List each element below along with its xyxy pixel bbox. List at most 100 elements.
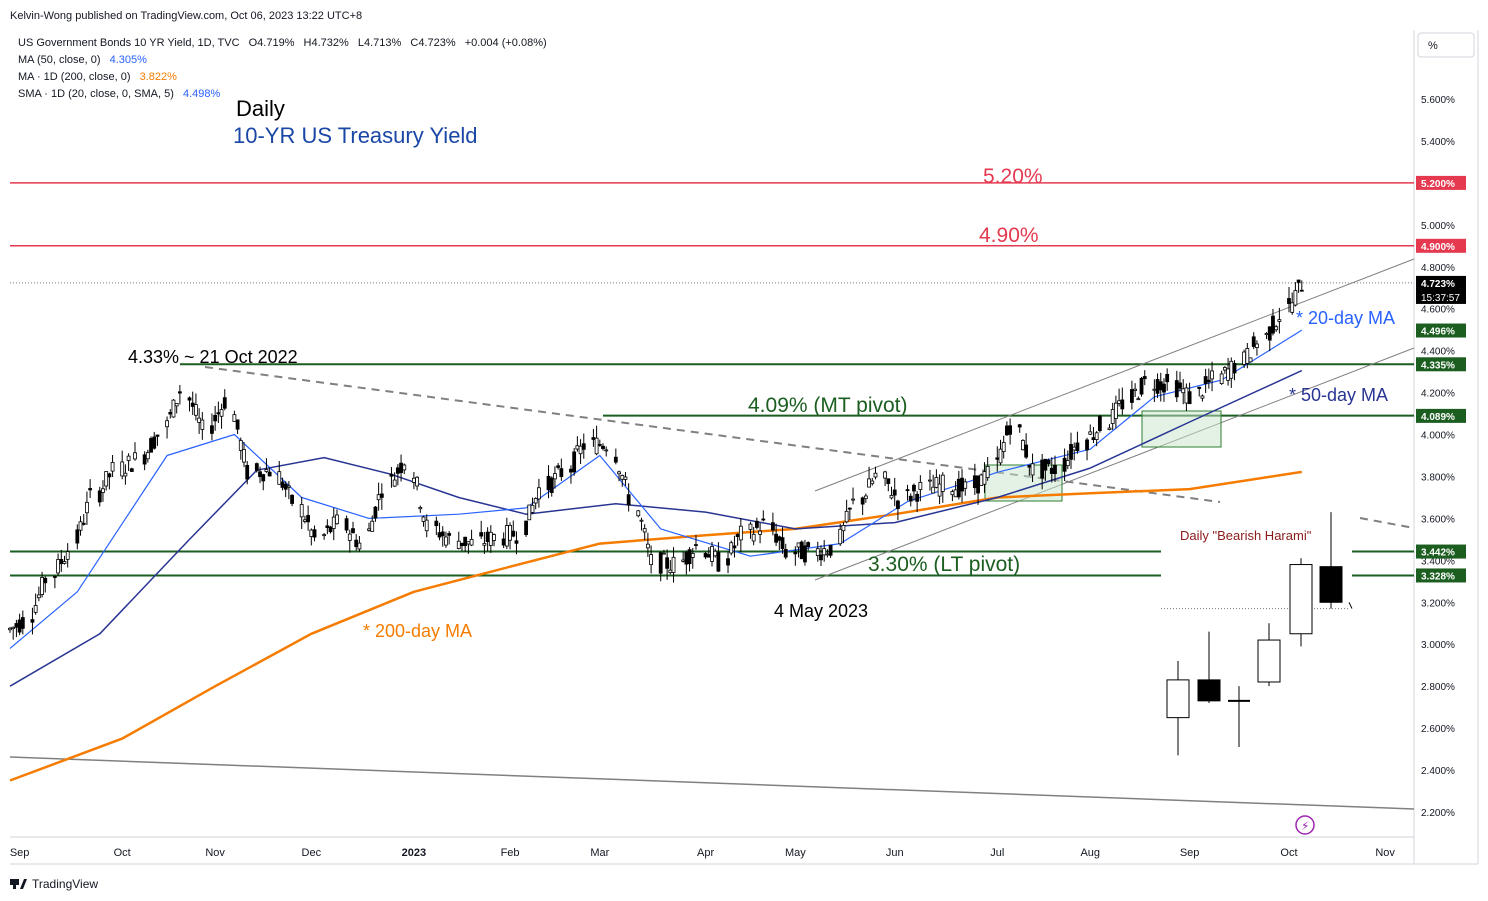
candle-body-184	[828, 544, 833, 556]
candle-body-289	[1299, 289, 1304, 292]
candle-body-39	[177, 391, 182, 394]
candle-body-143	[645, 543, 650, 549]
candle-body-145	[658, 552, 663, 574]
candle-body-217	[979, 474, 984, 486]
candle-body-150	[681, 559, 686, 562]
candle-body-30	[142, 454, 147, 465]
candle-body-5	[30, 619, 35, 623]
candle-body-103	[466, 541, 471, 545]
channel-lower-line	[814, 347, 1415, 581]
candle-body-195	[883, 471, 887, 479]
candle-body-282	[1271, 315, 1275, 334]
candle-body-241	[1088, 431, 1093, 435]
candle-body-189	[851, 498, 855, 501]
candle-body-212	[956, 478, 961, 498]
candle-body-216	[976, 475, 980, 494]
candle-body-262	[1181, 388, 1186, 394]
candle-body-157	[710, 546, 714, 562]
inset-body-1	[1197, 679, 1221, 702]
candle-body-284	[1277, 319, 1282, 322]
annotation-mt-pivot: 4.09% (MT pivot)	[748, 394, 908, 417]
candle-body-81	[370, 520, 375, 532]
candle-body-286	[1290, 302, 1295, 313]
candle-body-235	[1062, 457, 1067, 472]
x-tick-label-2: Nov	[205, 847, 225, 859]
annotation-daily: Daily	[236, 96, 285, 121]
ma50-line	[9, 369, 1303, 687]
annotation-520: 5.20%	[983, 165, 1043, 188]
price-tag-bg-7	[1416, 568, 1466, 583]
candle-body-47	[216, 412, 221, 415]
candle-body-206	[931, 486, 936, 494]
ma20-line	[9, 329, 1303, 649]
candle-body-10	[52, 576, 57, 578]
candle-body-265	[1197, 386, 1202, 389]
candle-body-167	[754, 520, 759, 528]
indicator-ma200[interactable]: MA · 1D (200, close, 0) 3.822%	[18, 71, 177, 83]
candle-body-263	[1184, 387, 1189, 404]
long-term-trendline	[9, 756, 1415, 810]
symbol-title[interactable]: US Government Bonds 10 YR Yield, 1D, TVC…	[18, 37, 547, 49]
y-tick-label-10: 3.400%	[1421, 556, 1455, 567]
indicator-ma50[interactable]: MA (50, close, 0) 4.305%	[18, 54, 147, 66]
annotation-lt-pivot: 3.30% (LT pivot)	[868, 553, 1020, 576]
candle-body-91	[415, 476, 419, 487]
candle-body-237	[1069, 444, 1073, 460]
ohlc-close: C4.723%	[410, 37, 455, 49]
y-tick-label-0: 5.600%	[1421, 95, 1455, 106]
candle-body-72	[328, 526, 333, 533]
candle-body-106	[482, 543, 487, 546]
candle-body-85	[389, 473, 394, 477]
price-axis: 5.600% 5.400% 5.000% 4.800% 4.600% 4.400% 4.20…	[1421, 95, 1455, 819]
candle-body-215	[972, 475, 977, 489]
candle-body-277	[1248, 357, 1253, 363]
annotation-peak: 4.33% ~ 21 Oct 2022	[128, 347, 298, 367]
candle-body-95	[434, 520, 439, 527]
candle-body-24	[110, 461, 115, 472]
candle-body-201	[908, 495, 913, 502]
annotation-ma50: * 50-day MA	[1289, 385, 1388, 405]
candle-body-138	[623, 476, 628, 480]
price-tag-label-6: 3.442%	[1421, 548, 1455, 559]
candle-body-105	[479, 532, 484, 537]
candle-body-50	[232, 414, 237, 422]
candle-body-220	[995, 457, 1000, 460]
candle-body-96	[437, 532, 442, 538]
candle-body-11	[56, 559, 60, 574]
candle-body-129	[581, 443, 586, 450]
candle-body-45	[210, 425, 214, 434]
price-tag-bg-5	[1416, 408, 1466, 423]
candle-body-193	[870, 480, 875, 485]
candle-body-7	[36, 594, 41, 599]
candle-body-271	[1222, 367, 1227, 371]
y-tick-label-12: 3.000%	[1421, 640, 1455, 651]
candle-body-88	[399, 462, 403, 474]
indicator-sma20-value: 4.498%	[183, 88, 221, 100]
x-tick-label-7: Apr	[697, 847, 714, 859]
candle-body-104	[469, 538, 474, 546]
candle-body-55	[254, 463, 259, 471]
price-tag-label-7: 3.328%	[1421, 571, 1455, 582]
candle-body-97	[440, 531, 445, 537]
consolidation-box-aug	[1141, 410, 1222, 448]
indicator-sma20[interactable]: SMA · 1D (20, close, 0, SMA, 5) 4.498%	[18, 88, 220, 100]
candle-body-203	[915, 493, 920, 502]
candle-body-231	[1043, 458, 1048, 471]
price-tag-label-1: 4.900%	[1421, 242, 1455, 253]
candle-body-69	[312, 529, 317, 538]
currency-button[interactable]	[1417, 32, 1475, 58]
candle-body-90	[411, 477, 416, 483]
candle-body-187	[844, 510, 849, 523]
candle-body-75	[344, 518, 349, 531]
candle-body-19	[88, 488, 93, 491]
y-tick-label-3: 4.800%	[1421, 263, 1455, 274]
candle-body-253	[1139, 377, 1144, 395]
candle-body-166	[751, 533, 756, 542]
lightning-icon[interactable]	[1295, 815, 1315, 835]
candle-body-125	[569, 468, 573, 473]
y-tick-label-13: 2.800%	[1421, 682, 1455, 693]
price-tag-bg-6	[1416, 544, 1466, 559]
candle-body-186	[841, 525, 846, 532]
price-tag-bg-3	[1416, 323, 1466, 338]
